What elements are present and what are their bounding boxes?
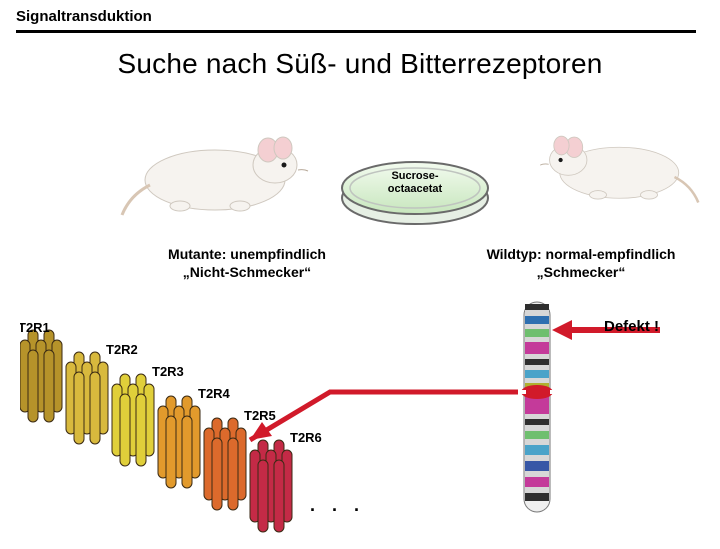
label-defekt: Defekt ! [604,318,659,335]
